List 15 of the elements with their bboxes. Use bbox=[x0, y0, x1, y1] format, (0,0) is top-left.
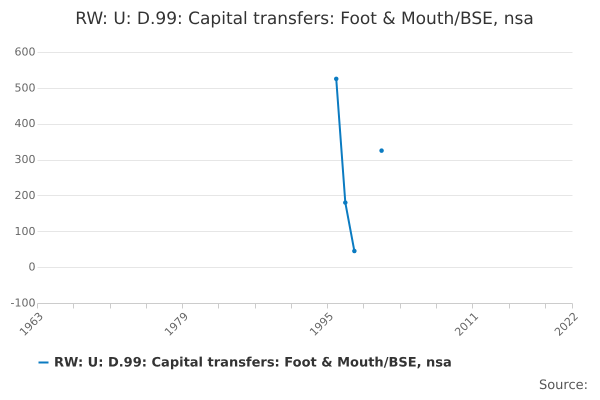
y-tick-label: -100 bbox=[10, 296, 36, 310]
y-tick-label: 200 bbox=[14, 188, 36, 202]
point bbox=[379, 148, 384, 153]
chart-title: RW: U: D.99: Capital transfers: Foot & Mouth/BSE, nsa bbox=[75, 9, 534, 29]
y-tick-label: 100 bbox=[14, 224, 36, 238]
legend-label: RW: U: D.99: Capital transfers: Foot & Mouth/BSE, nsa bbox=[54, 356, 452, 370]
y-tick-label: 400 bbox=[14, 117, 36, 130]
source-note: Source: bbox=[538, 378, 588, 393]
y-tick-label: 0 bbox=[28, 260, 36, 274]
y-tick-label: 300 bbox=[14, 153, 36, 166]
point bbox=[343, 200, 348, 205]
y-tick-label: 600 bbox=[14, 46, 36, 58]
y-tick-label: 500 bbox=[14, 81, 36, 94]
point bbox=[352, 248, 357, 254]
point bbox=[334, 76, 338, 82]
